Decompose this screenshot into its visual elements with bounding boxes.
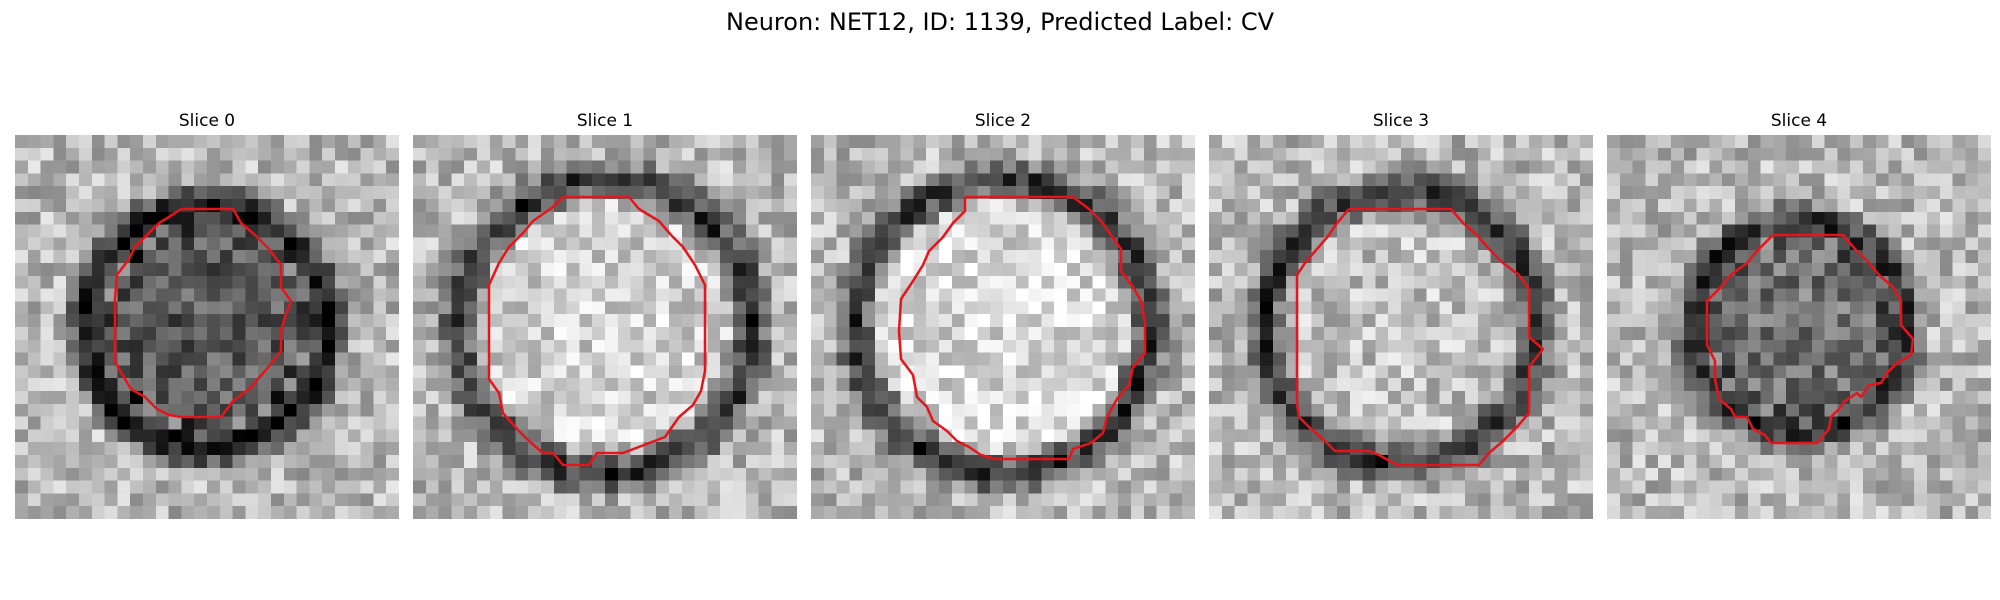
slice-title-4: Slice 4: [1770, 111, 1828, 131]
slice-image-1: [413, 135, 797, 519]
slice-panel-0: Slice 0: [15, 108, 399, 519]
neuron-contour-2: [897, 195, 1147, 461]
contour-overlay-2: [897, 195, 1147, 461]
slice-image-frame-4: [1607, 135, 1991, 519]
neuron-contour-3: [1295, 207, 1545, 467]
contour-overlay-4: [1705, 233, 1915, 445]
slice-image-frame-3: [1209, 135, 1593, 519]
slice-panel-1: Slice 1: [413, 108, 797, 519]
figure-title: Neuron: NET12, ID: 1139, Predicted Label…: [726, 8, 1274, 36]
slice-panel-2: Slice 2: [811, 108, 1195, 519]
slice-panel-4: Slice 4: [1607, 108, 1991, 519]
contour-overlay-3: [1295, 207, 1545, 467]
slice-image-0: [15, 135, 399, 519]
slice-image-2: [811, 135, 1195, 519]
slice-title-3: Slice 3: [1372, 111, 1430, 131]
slice-title-2: Slice 2: [974, 111, 1032, 131]
slice-title-1: Slice 1: [576, 111, 634, 131]
slice-image-frame-1: [413, 135, 797, 519]
slice-panel-3: Slice 3: [1209, 108, 1593, 519]
contour-overlay-1: [487, 195, 707, 467]
contour-overlay-0: [113, 207, 293, 419]
neuron-contour-4: [1705, 233, 1915, 445]
neuron-contour-0: [113, 207, 293, 419]
slice-image-4: [1607, 135, 1991, 519]
neuron-contour-1: [487, 195, 707, 467]
slice-image-frame-0: [15, 135, 399, 519]
slice-image-frame-2: [811, 135, 1195, 519]
slice-title-0: Slice 0: [178, 111, 236, 131]
